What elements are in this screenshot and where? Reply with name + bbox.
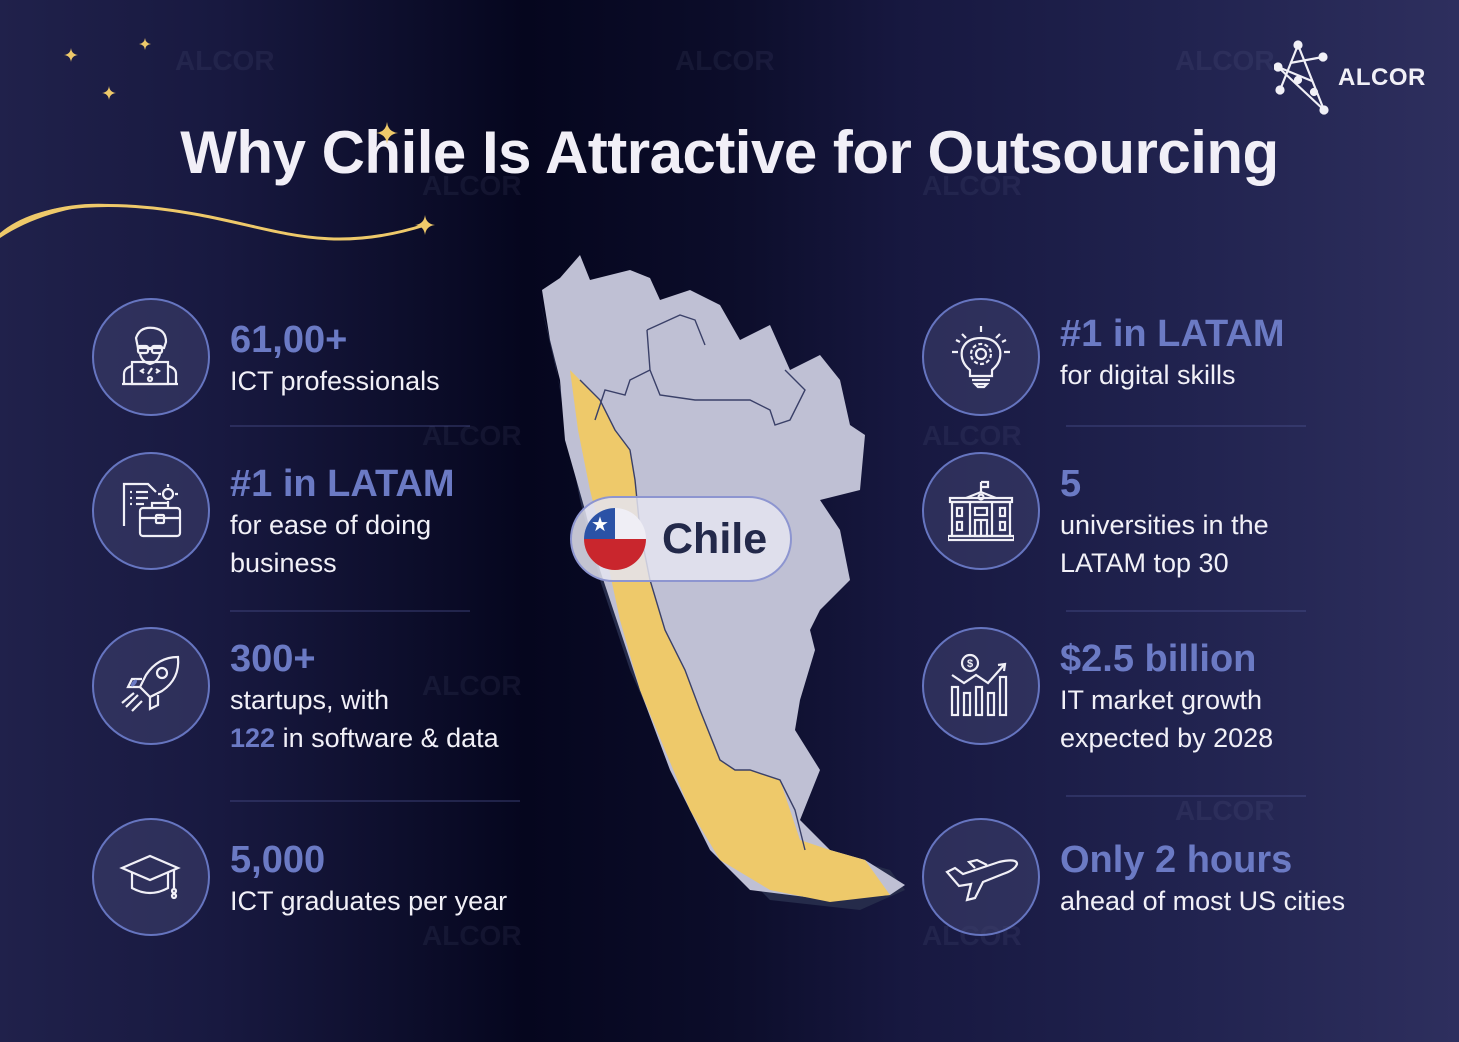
- divider: [230, 610, 470, 612]
- stat-icon-circle: [92, 298, 210, 416]
- stat-value: 300+: [230, 638, 316, 680]
- divider: [1066, 425, 1306, 427]
- stat-label: IT market growth: [1060, 685, 1263, 715]
- stat-icon-circle: [92, 627, 210, 745]
- stat-value: #1 in LATAM: [1060, 313, 1285, 355]
- divider: [1066, 795, 1306, 797]
- stat-ict-graduates: 5,000 ICT graduates per year: [92, 818, 507, 936]
- stat-ict-professionals: 61,00+ ICT professionals: [92, 298, 440, 416]
- watermark: ALCOR: [175, 45, 275, 76]
- divider: [230, 425, 470, 427]
- country-name: Chile: [662, 514, 768, 563]
- stat-icon-circle: [92, 818, 210, 936]
- stat-highlight: 122: [230, 723, 276, 753]
- svg-text:$: $: [967, 658, 973, 670]
- watermark: ALCOR: [1175, 45, 1275, 76]
- stat-label: universities in the: [1060, 510, 1269, 540]
- stat-startups: 300+ startups, with 122 in software & da…: [92, 627, 499, 757]
- stat-universities: 5 universities in the LATAM top 30: [922, 452, 1269, 582]
- stat-value: Only 2 hours: [1060, 839, 1293, 881]
- stat-digital-skills: #1 in LATAM for digital skills: [922, 298, 1284, 416]
- stat-icon-circle: $: [922, 627, 1040, 745]
- alcor-constellation-logo-icon: [1274, 40, 1329, 115]
- developer-icon: [122, 326, 178, 386]
- rocket-icon: [121, 655, 180, 712]
- stat-icon-circle: [92, 452, 210, 570]
- stat-value: 5: [1060, 463, 1082, 505]
- watermark: ALCOR: [675, 45, 775, 76]
- watermark: ALCOR: [922, 170, 1022, 201]
- country-label-pill: ★ Chile: [570, 496, 792, 582]
- airplane-icon: [945, 858, 1019, 902]
- chile-flag-icon: ★: [584, 508, 646, 570]
- graduation-cap-icon: [119, 854, 181, 900]
- divider: [1066, 610, 1306, 612]
- stat-value: 61,00+: [230, 319, 348, 361]
- stat-label: 122 in software & data: [230, 723, 499, 753]
- swoosh-decoration: [0, 203, 435, 241]
- stat-label: ahead of most US cities: [1060, 886, 1346, 916]
- sparkle-icon: [64, 48, 78, 62]
- stat-icon-circle: [922, 818, 1040, 936]
- stat-label: startups, with: [230, 685, 390, 715]
- stat-it-market: $ $2.5 billion IT market growth expected…: [922, 627, 1273, 757]
- stat-value: $2.5 billion: [1060, 638, 1257, 680]
- watermark: ALCOR: [422, 920, 522, 951]
- stat-icon-circle: [922, 298, 1040, 416]
- sparkle-icon: [376, 122, 398, 144]
- stat-time-zone: Only 2 hours ahead of most US cities: [922, 818, 1345, 936]
- stat-label: for digital skills: [1060, 360, 1236, 390]
- stat-icon-circle: [922, 452, 1040, 570]
- watermark: ALCOR: [922, 420, 1022, 451]
- watermark: ALCOR: [422, 170, 522, 201]
- sparkle-icon: [139, 38, 151, 50]
- lightbulb-gear-icon: [952, 326, 1010, 389]
- stat-label: ICT graduates per year: [230, 886, 508, 916]
- brand-name: ALCOR: [1338, 64, 1426, 91]
- stat-label: LATAM top 30: [1060, 548, 1229, 578]
- stat-label: ICT professionals: [230, 366, 440, 396]
- sparkle-icon: [102, 86, 116, 100]
- stat-label: for ease of doing: [230, 510, 432, 540]
- watermark: ALCOR: [1175, 795, 1275, 826]
- university-icon: [948, 480, 1014, 542]
- market-growth-icon: $: [950, 653, 1008, 717]
- brand-logo[interactable]: ALCOR: [1274, 40, 1426, 116]
- page-title: Why Chile Is Attractive for Outsourcing: [180, 119, 1279, 186]
- stat-label: expected by 2028: [1060, 723, 1274, 753]
- business-briefcase-icon: [122, 482, 182, 538]
- stat-value: #1 in LATAM: [230, 463, 455, 505]
- divider: [230, 800, 520, 802]
- stat-value: 5,000: [230, 839, 326, 881]
- stat-label: business: [230, 548, 337, 578]
- watermark: ALCOR: [422, 420, 522, 451]
- chile-map: [540, 255, 905, 910]
- watermark: ALCOR: [422, 670, 522, 701]
- stat-ease-of-business: #1 in LATAM for ease of doing business: [92, 452, 454, 582]
